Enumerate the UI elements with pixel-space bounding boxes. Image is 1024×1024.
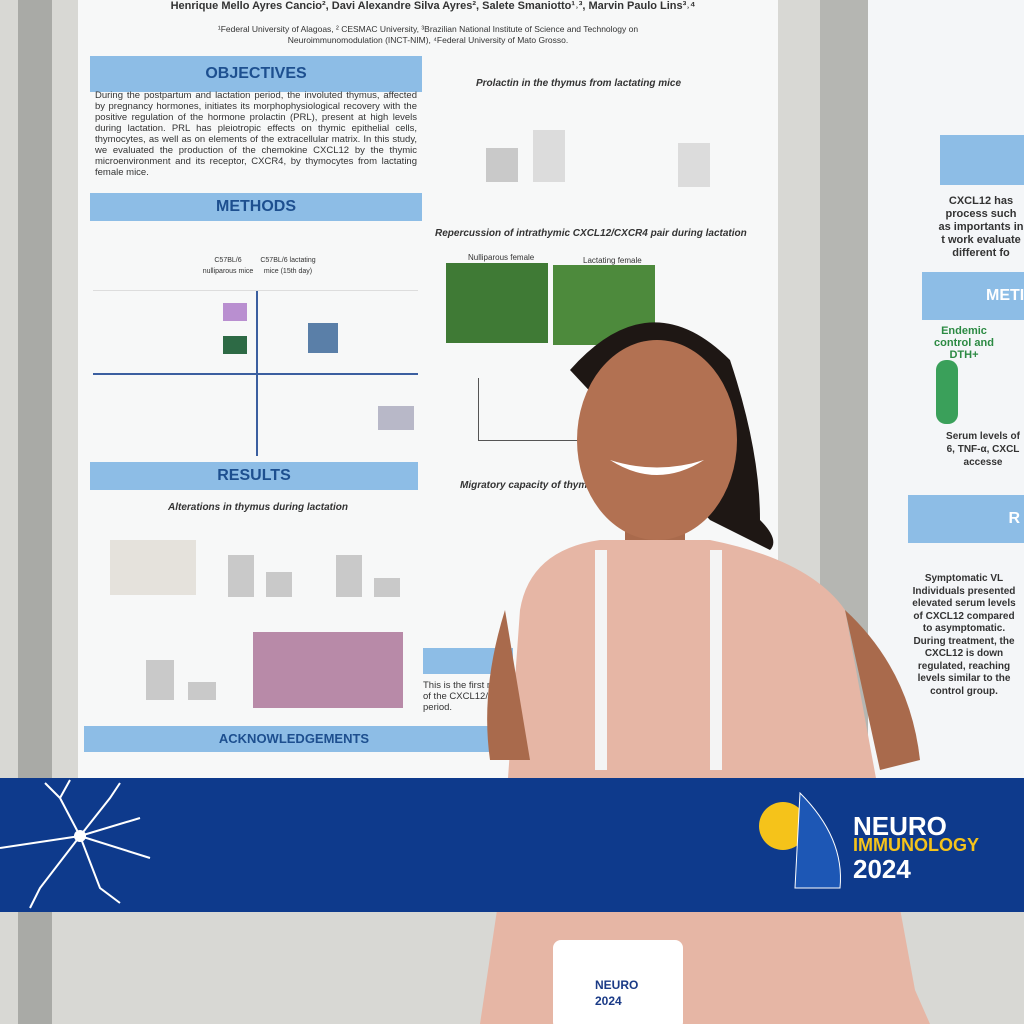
icon [223,336,247,354]
figure-bar [266,572,292,597]
figure-bar [374,578,400,597]
finding-text: Symptomatic VL Individuals presented ele… [912,573,1016,697]
poster: CXCL12 has process such as importants in… [868,0,1024,778]
figure-bar [336,555,362,597]
methods-diagram [93,290,418,456]
section-heading: ACKNOWLEDGEMENTS [84,726,504,752]
logo [759,791,841,889]
microscopy-image [446,263,548,343]
figure-bar [486,148,518,182]
image-label: Lactating female [583,256,642,265]
lanyard [595,550,607,770]
intro-text: CXCL12 has process such as importants in… [938,195,1024,259]
diagram-label: C57BL/6 lactating mice (15th day) [260,257,316,275]
icon [223,303,247,321]
section-heading: METI [922,272,1024,320]
section-heading: RESULTS [90,462,418,490]
figure-icon [936,360,958,424]
figure-title: Prolactin in the thymus from lactating m… [476,78,682,89]
serum-text: Serum levels of 6, TNF-α, CXCL accesse [946,431,1020,468]
histology-image [253,632,403,708]
divider [93,373,418,375]
arm [487,610,530,760]
figure-title: Migratory capacity of thymo [460,480,594,491]
figure-bar [678,143,710,187]
person [480,322,930,1024]
section-heading: R [908,495,1024,543]
arm [845,610,920,770]
figure-bar [228,555,254,597]
section-heading: METHODS [90,193,422,221]
banner-text: 2024 [853,854,911,884]
figure-bar [533,130,565,182]
section-heading: OBJECTIVES [90,56,422,92]
figure-title: Repercussion of intrathymic CXCL12/CXCR4… [435,228,747,239]
figure-bar [188,682,216,700]
face [577,340,737,540]
diagram-label: C57BL/6 nulliparous mice [202,257,254,275]
affiliations: ¹Federal University of Alagoas, ² CESMAC… [217,24,639,45]
figure-title: Alterations in thymus during lactation [167,502,348,513]
figure [110,540,196,595]
section-heading [940,135,1024,185]
objectives-text: During the postpartum and lactation peri… [95,90,417,178]
neuron-graphic [0,779,151,909]
badge-text: 2024 [595,994,622,1008]
flow-plot [478,378,579,441]
banner-text: NEURO [853,811,947,841]
smile [610,460,704,475]
group-label: Endemic control and DTH+ [934,325,994,361]
conclusion-text: This is the first rep of the CXCL12/C pe… [423,680,501,713]
badge: NEURO 2024 [553,940,683,1024]
icon [378,406,414,430]
banner-text: IMMUNOLOGY [853,835,979,855]
image-label: Nulliparous female [468,253,535,262]
banner: NEURO IMMUNOLOGY 2024 [0,778,1024,912]
badge-text: NEURO [595,978,639,992]
lanyard [710,550,722,770]
figure-bar [146,660,174,700]
authors: Henrique Mello Ayres Cancio², Davi Alexa… [170,0,696,12]
icon [308,323,338,353]
